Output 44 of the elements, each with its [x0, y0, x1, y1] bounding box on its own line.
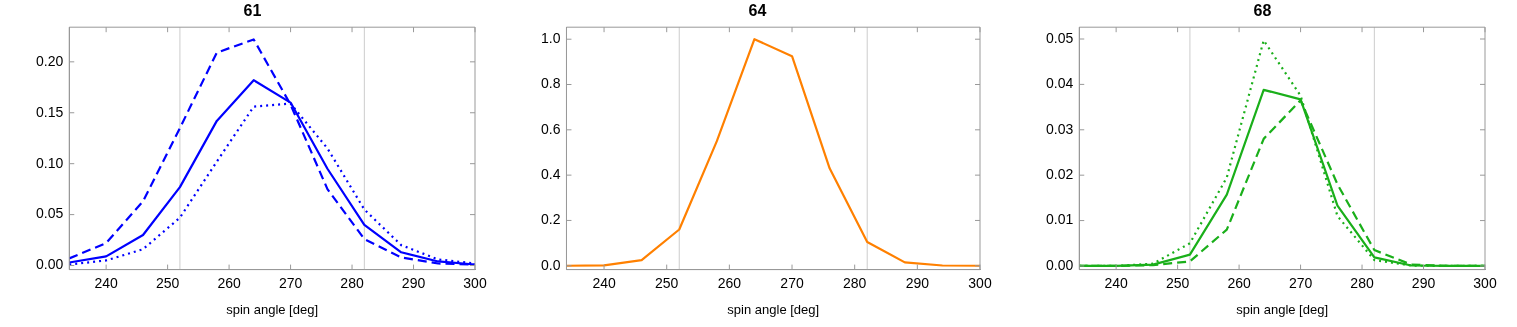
y-tick-label: 0.00 — [36, 256, 64, 273]
x-axis-title: spin angle [deg] — [1236, 301, 1329, 317]
x-tick-label: 270 — [278, 274, 303, 291]
y-tick-label: 0.2 — [540, 211, 561, 228]
y-tick-label: 0.04 — [1046, 75, 1074, 92]
x-tick-label: 260 — [1227, 274, 1251, 291]
x-tick-label: 300 — [1473, 274, 1497, 291]
x-axis-title: spin angle [deg] — [226, 301, 319, 317]
y-tick-label: 0.20 — [36, 52, 64, 69]
x-tick-label: 240 — [94, 274, 119, 291]
x-tick-label: 240 — [592, 274, 616, 291]
x-tick-label: 280 — [1350, 274, 1374, 291]
x-tick-label: 290 — [1411, 274, 1436, 291]
y-tick-label: 0.02 — [1046, 166, 1074, 183]
y-tick-label: 0.05 — [1046, 29, 1074, 46]
x-tick-label: 250 — [155, 274, 180, 291]
x-tick-label: 290 — [905, 274, 930, 291]
x-tick-label: 240 — [1104, 274, 1129, 291]
chart-title: 64 — [748, 2, 767, 20]
y-tick-label: 0.8 — [540, 75, 561, 92]
y-tick-label: 0.01 — [1046, 211, 1074, 228]
y-tick-label: 0.03 — [1046, 120, 1074, 137]
x-tick-label: 250 — [1165, 274, 1190, 291]
x-tick-label: 270 — [1288, 274, 1313, 291]
x-tick-label: 260 — [217, 274, 241, 291]
x-tick-label: 290 — [401, 274, 426, 291]
y-tick-label: 0.05 — [36, 205, 64, 222]
y-tick-label: 0.15 — [36, 103, 64, 120]
x-tick-label: 280 — [340, 274, 364, 291]
x-axis-title: spin angle [deg] — [727, 301, 820, 317]
x-tick-label: 280 — [843, 274, 867, 291]
y-tick-label: 0.10 — [36, 154, 64, 171]
x-tick-label: 270 — [780, 274, 804, 291]
x-tick-label: 260 — [717, 274, 742, 291]
y-tick-label: 0.6 — [540, 120, 561, 137]
chart-title: 61 — [243, 2, 262, 20]
y-tick-label: 0.0 — [540, 256, 561, 273]
y-tick-label: 1.0 — [540, 30, 561, 47]
x-tick-label: 300 — [968, 274, 992, 291]
chart-title: 68 — [1253, 2, 1272, 20]
x-tick-label: 250 — [655, 274, 679, 291]
y-tick-label: 0.4 — [540, 165, 561, 182]
y-tick-label: 0.00 — [1046, 256, 1074, 273]
x-tick-label: 300 — [463, 274, 487, 291]
